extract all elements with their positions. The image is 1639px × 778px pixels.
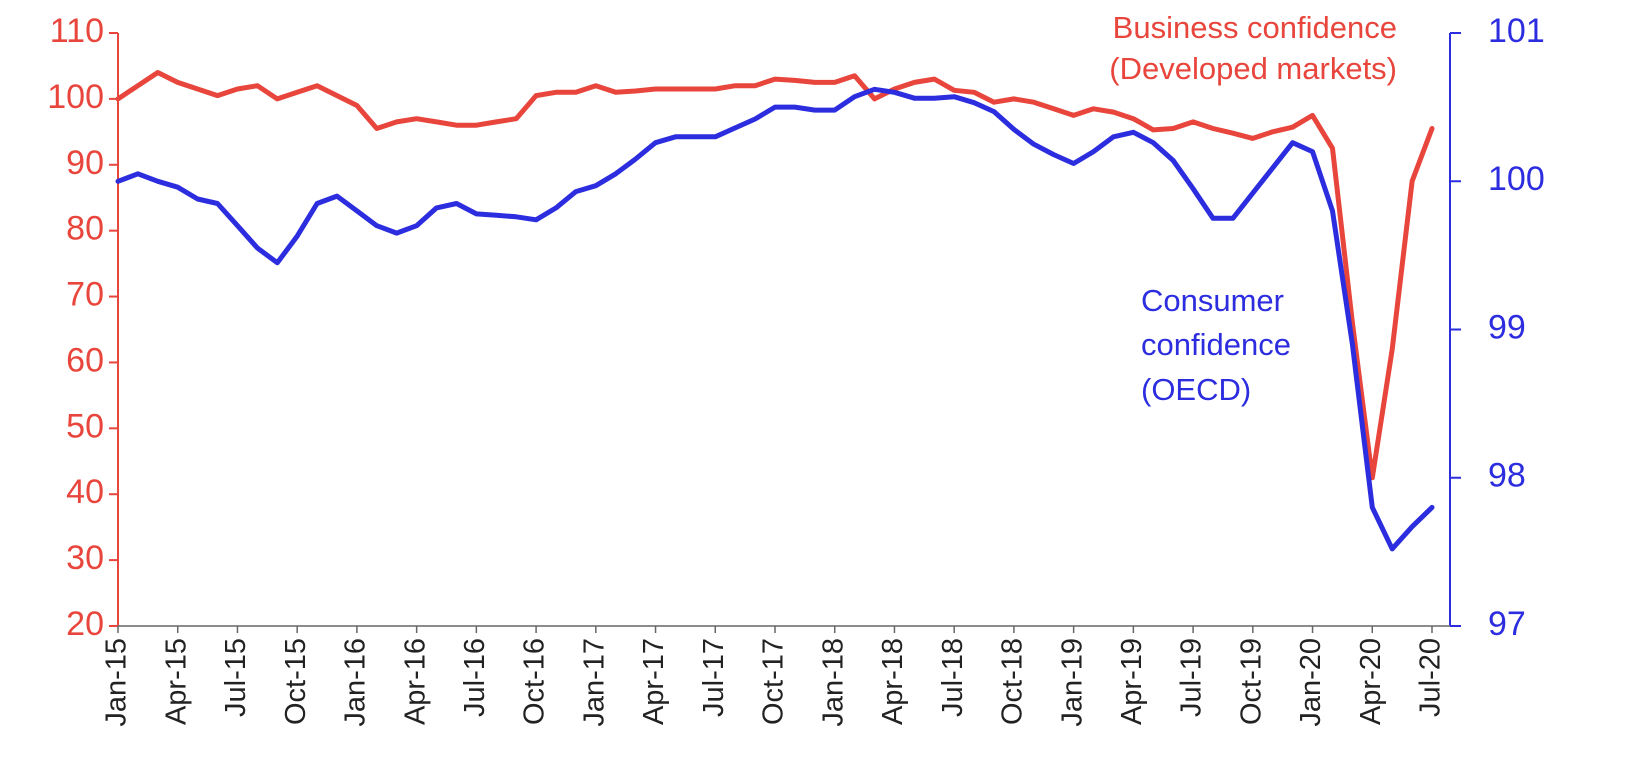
x-tick-label: Jul-19 [1176,638,1208,717]
left-tick-label: 100 [47,78,104,116]
x-tick-label: Jan-19 [1056,638,1088,727]
x-tick-label: Jan-16 [340,638,372,727]
x-tick-label: Jul-15 [220,638,252,717]
x-tick-label: Apr-15 [160,638,192,725]
series-layer [115,70,1435,552]
x-tick-label: Apr-19 [1116,638,1148,725]
x-tick-label: Jan-15 [101,638,133,727]
x-axis: Jan-15 Apr-15 Jul-15 Oct-15 Jan-16 Apr-16 Jul-… [101,625,1450,727]
x-tick-label: Jul-17 [698,638,730,717]
left-tick-label: 50 [66,407,104,445]
x-tick-label: Oct-16 [519,638,551,725]
left-tick-label: 80 [66,210,104,248]
x-tick-label: Apr-20 [1355,638,1387,725]
consumer-confidence-line [115,86,1435,552]
x-tick-label: Jan-18 [817,638,849,727]
left-y-axis: 20 30 40 50 60 70 80 90 100 110 [47,12,119,643]
right-tick-label: 98 [1488,457,1526,495]
x-tick-label: Jul-16 [459,638,491,717]
right-tick-label: 99 [1488,308,1526,346]
x-tick-label: Apr-16 [399,638,431,725]
consumer-confidence-label: confidence [1141,327,1291,362]
x-tick-label: Oct-18 [997,638,1029,725]
business-confidence-line [115,70,1435,481]
left-tick-label: 60 [66,341,104,379]
x-tick-label: Jul-18 [937,638,969,717]
x-tick-label: Apr-17 [638,638,670,725]
consumer-confidence-label: Consumer [1141,283,1284,318]
x-tick-label: Oct-17 [758,638,790,725]
annotations: Business confidence (Developed markets) Co… [1109,10,1397,407]
business-confidence-label: (Developed markets) [1109,51,1397,86]
right-tick-label: 97 [1488,605,1526,643]
business-confidence-label: Business confidence [1113,10,1397,45]
x-tick-label: Oct-15 [280,638,312,725]
left-tick-label: 110 [50,12,104,50]
right-tick-label: 101 [1488,12,1545,50]
consumer-confidence-label: (OECD) [1141,372,1251,407]
x-tick-label: Oct-19 [1235,638,1267,725]
x-tick-label: Jan-20 [1295,638,1327,727]
left-tick-label: 40 [66,473,104,511]
left-tick-label: 30 [66,539,104,577]
right-tick-label: 100 [1488,160,1545,198]
left-tick-label: 90 [66,144,104,182]
x-tick-label: Jan-17 [578,638,610,727]
left-tick-label: 20 [66,605,104,643]
x-tick-label: Apr-18 [877,638,909,725]
right-y-axis: 97 98 99 100 101 [1449,12,1545,643]
left-tick-label: 70 [66,276,104,314]
x-tick-label: Jul-20 [1415,638,1447,717]
